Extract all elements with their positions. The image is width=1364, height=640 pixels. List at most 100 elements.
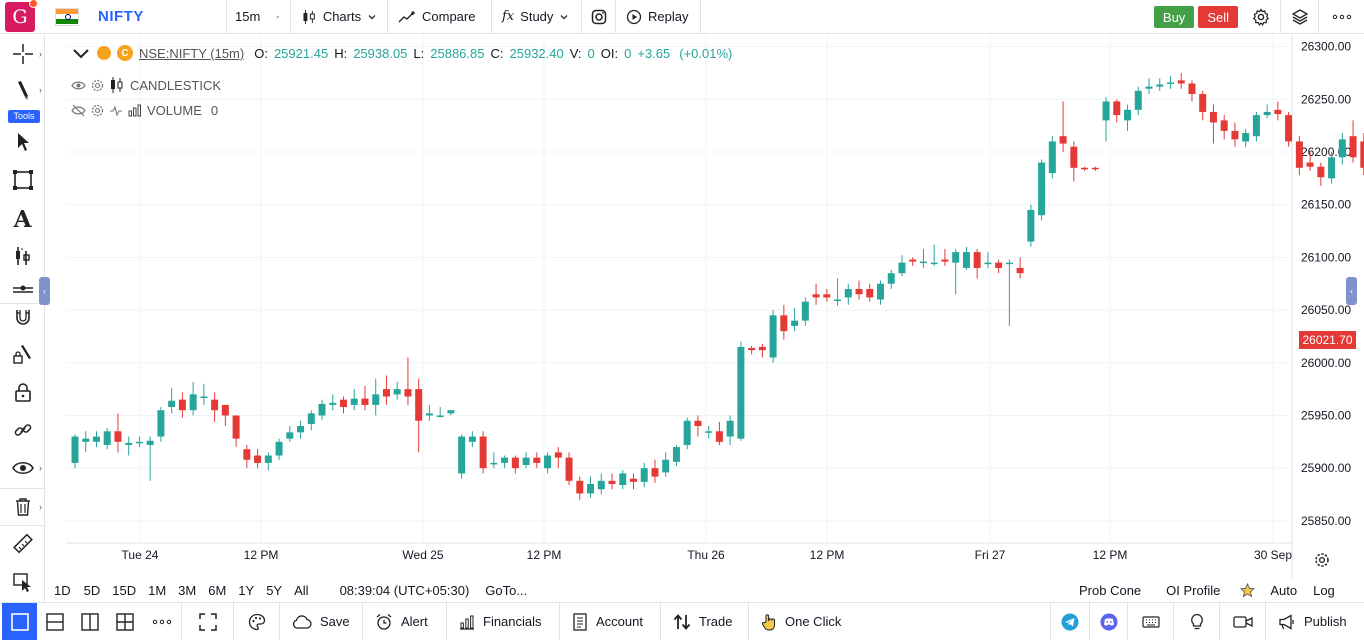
candle-body bbox=[554, 452, 562, 458]
range-15d[interactable]: 15D bbox=[112, 582, 137, 598]
lock-tool[interactable] bbox=[0, 375, 45, 409]
candle-body bbox=[758, 346, 766, 351]
legend-symbol[interactable]: NSE:NIFTY (15m) bbox=[139, 45, 245, 61]
trade-button[interactable]: Trade bbox=[661, 603, 749, 640]
candle-body bbox=[1156, 84, 1164, 87]
wave-icon[interactable] bbox=[109, 105, 123, 116]
layout-grid-icon bbox=[115, 612, 134, 631]
x-tick-label: Fri 27 bbox=[975, 548, 1006, 562]
candle-body bbox=[844, 289, 852, 298]
layout-more-button[interactable] bbox=[142, 603, 182, 640]
range-1d[interactable]: 1D bbox=[54, 582, 71, 598]
layout-single-button[interactable] bbox=[2, 603, 37, 640]
price-chart[interactable]: 26300.00 26250.00 26200.00 26150.00 26100.00… bbox=[46, 35, 1364, 578]
crosshair-tool[interactable]: › bbox=[0, 37, 45, 71]
study-volume[interactable]: VOLUME 0 bbox=[71, 103, 218, 118]
visibility-tool[interactable]: › bbox=[0, 451, 45, 485]
delete-tool[interactable]: › bbox=[0, 490, 45, 524]
interval-dropdown[interactable]: 15m bbox=[226, 0, 290, 34]
buy-button[interactable]: Buy bbox=[1153, 6, 1195, 28]
play-circle-icon bbox=[626, 9, 642, 24]
fib-tool[interactable] bbox=[0, 273, 45, 299]
settings-button[interactable] bbox=[1242, 0, 1280, 34]
layers-button[interactable] bbox=[1280, 0, 1318, 34]
gear-icon[interactable] bbox=[91, 104, 104, 117]
alert-button[interactable]: Alert bbox=[363, 603, 447, 640]
collapse-right-handle[interactable]: ‹ bbox=[1346, 277, 1357, 305]
pattern-tool[interactable] bbox=[0, 239, 45, 273]
candle-body bbox=[178, 399, 186, 411]
charts-dropdown[interactable]: Charts bbox=[290, 0, 387, 34]
gear-icon[interactable] bbox=[91, 79, 104, 92]
save-button[interactable]: Save bbox=[280, 603, 363, 640]
layout-horizontal-button[interactable] bbox=[37, 603, 72, 640]
prob-cone-button[interactable]: Prob Cone bbox=[1079, 582, 1142, 598]
rectangle-tool[interactable] bbox=[0, 163, 45, 197]
candle-body bbox=[973, 252, 981, 268]
video-button[interactable] bbox=[1220, 603, 1266, 640]
one-click-button[interactable]: One Click bbox=[749, 603, 854, 640]
range-6m[interactable]: 6M bbox=[208, 582, 227, 598]
legend-oi: 0 bbox=[624, 45, 632, 61]
chevron-right-icon: › bbox=[39, 49, 42, 59]
ruler-tool[interactable] bbox=[0, 527, 45, 561]
oi-profile-button[interactable]: OI Profile bbox=[1166, 582, 1221, 598]
symbol-search[interactable]: NIFTY bbox=[98, 8, 144, 25]
keyboard-button[interactable] bbox=[1128, 603, 1174, 640]
ideas-button[interactable] bbox=[1174, 603, 1220, 640]
magnet-tool[interactable] bbox=[0, 300, 45, 334]
link-tool[interactable] bbox=[0, 413, 45, 447]
layout-vertical-button[interactable] bbox=[72, 603, 107, 640]
candle-body bbox=[1124, 109, 1132, 121]
pencil-icon bbox=[17, 81, 28, 100]
publish-button[interactable]: Publish bbox=[1266, 603, 1364, 640]
discord-button[interactable] bbox=[1090, 603, 1128, 640]
pattern-icon bbox=[15, 247, 30, 265]
eye-icon[interactable] bbox=[71, 80, 86, 91]
auto-scale-button[interactable]: Auto bbox=[1270, 582, 1298, 598]
range-all[interactable]: All bbox=[294, 582, 309, 598]
star-icon[interactable] bbox=[1240, 582, 1256, 598]
publish-label: Publish bbox=[1304, 614, 1347, 629]
collapse-legend-chevron-icon[interactable] bbox=[71, 46, 91, 60]
candle-body bbox=[436, 415, 444, 417]
goto-button[interactable]: GoTo... bbox=[485, 582, 528, 598]
sell-button[interactable]: Sell bbox=[1198, 6, 1238, 28]
chart-settings-gear-icon[interactable] bbox=[1314, 552, 1330, 568]
notification-dot bbox=[29, 0, 38, 8]
range-5y[interactable]: 5Y bbox=[266, 582, 283, 598]
collapse-left-handle[interactable]: ‹ bbox=[39, 277, 50, 305]
chart-area[interactable]: 26300.00 26250.00 26200.00 26150.00 26100.00… bbox=[39, 35, 1364, 578]
cursor-tool[interactable] bbox=[0, 125, 45, 159]
range-5d[interactable]: 5D bbox=[83, 582, 101, 598]
account-button[interactable]: Account bbox=[560, 603, 661, 640]
theme-button[interactable] bbox=[234, 603, 280, 640]
cursor-hand-tool[interactable] bbox=[0, 565, 45, 599]
candle-body bbox=[780, 315, 788, 332]
candle-body bbox=[372, 394, 380, 405]
lock-drawings-tool[interactable] bbox=[0, 337, 45, 371]
layout-grid-button[interactable] bbox=[107, 603, 142, 640]
replay-button[interactable]: Replay bbox=[615, 0, 701, 34]
clock-timezone[interactable]: 08:39:04 (UTC+05:30) bbox=[339, 582, 470, 598]
pencil-tool[interactable]: › bbox=[0, 73, 45, 107]
study-candlestick[interactable]: CANDLESTICK bbox=[71, 76, 221, 94]
range-1y[interactable]: 1Y bbox=[238, 582, 255, 598]
eye-hidden-icon[interactable] bbox=[71, 104, 86, 117]
candle-body bbox=[1166, 82, 1174, 84]
app-logo[interactable]: G bbox=[5, 0, 38, 32]
candle-body bbox=[640, 468, 648, 482]
study-dropdown[interactable]: fx Study bbox=[491, 0, 581, 34]
range-1m[interactable]: 1M bbox=[148, 582, 167, 598]
compare-button[interactable]: Compare bbox=[387, 0, 491, 34]
more-dots-icon bbox=[152, 619, 171, 624]
log-scale-button[interactable]: Log bbox=[1313, 582, 1335, 598]
text-tool[interactable]: A bbox=[0, 202, 45, 236]
financials-button[interactable]: Financials bbox=[447, 603, 560, 640]
telegram-button[interactable] bbox=[1050, 603, 1090, 640]
fullscreen-button[interactable] bbox=[182, 603, 234, 640]
instagram-button[interactable] bbox=[581, 0, 615, 34]
more-menu-button[interactable] bbox=[1318, 0, 1364, 34]
range-3m[interactable]: 3M bbox=[178, 582, 197, 598]
candle-body bbox=[952, 252, 960, 263]
